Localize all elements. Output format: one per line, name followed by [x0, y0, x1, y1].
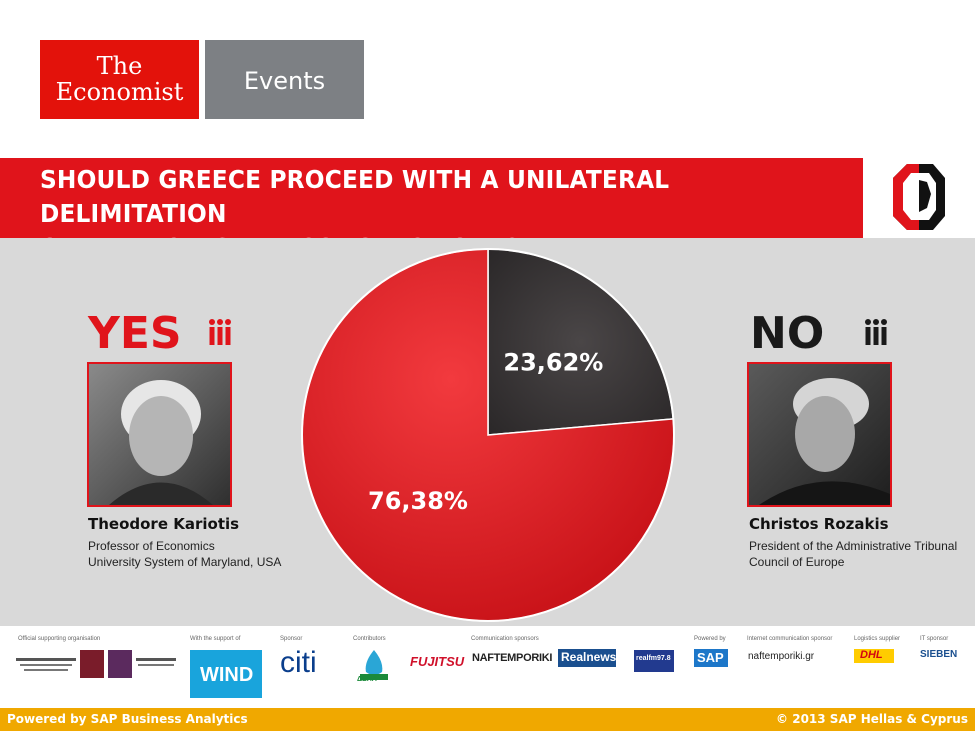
sap-logo: SAP: [694, 649, 728, 667]
speaker-name-yes: Theodore Kariotis: [88, 515, 240, 533]
speaker-role-yes: Professor of Economics University System…: [88, 538, 281, 570]
realfm-logo-text: realfm97.8: [636, 655, 671, 662]
sponsors-strip: [0, 626, 975, 708]
dhl-logo: DHL: [854, 649, 894, 663]
economist-logo: The Economist: [40, 40, 199, 119]
speaker-role-yes-line2: University System of Maryland, USA: [88, 555, 282, 569]
caption-communication: Communication sponsors: [471, 636, 539, 642]
wind-logo-text: WIND: [200, 664, 254, 686]
naftemporiki-gr-logo: naftemporiki.gr: [748, 651, 815, 662]
depa-logo: ΔΕΠΑ: [357, 676, 377, 683]
university-logos: [16, 650, 176, 678]
economist-logo-line2: Economist: [55, 78, 184, 106]
speaker-role-no: President of the Administrative Tribunal…: [749, 538, 957, 570]
speaker-photo-no: [747, 362, 892, 507]
sap-logo-text: SAP: [697, 650, 724, 665]
dhl-logo-text: DHL: [860, 649, 883, 661]
fujitsu-logo: FUJITSU: [410, 654, 465, 669]
people-icon-yes: [209, 319, 231, 345]
realnews-logo: Realnews: [558, 649, 616, 667]
sieben-logo: SIEBEN: [920, 649, 958, 660]
naftemporiki-logo: NAFTEMPORIKI: [472, 652, 553, 664]
footer-powered-by: Powered by SAP Business Analytics: [7, 712, 248, 726]
citi-logo: citi: [280, 646, 317, 679]
speaker-role-yes-line1: Professor of Economics: [88, 539, 215, 553]
caption-logistics: Logistics supplier: [854, 636, 901, 642]
caption-official: Official supporting organisation: [18, 636, 101, 642]
caption-it: IT sponsor: [920, 636, 949, 642]
no-label: NO: [750, 308, 825, 359]
realnews-logo-text: Realnews: [561, 650, 617, 664]
question-banner: [0, 158, 975, 238]
footer-copyright: © 2013 SAP Hellas & Cyprus: [776, 712, 968, 726]
pie-label-yes: 76,38%: [368, 487, 468, 515]
people-icon-no: [865, 319, 887, 345]
pie-slice-no: [487, 248, 675, 436]
depa-logo-icon: [360, 650, 388, 680]
speaker-photo-yes: [87, 362, 232, 507]
economist-logo-line1: The: [96, 52, 143, 80]
caption-with-support: With the support of: [190, 636, 241, 642]
emblem-icon: [893, 164, 945, 230]
events-logo: Events: [205, 40, 364, 119]
pie-label-no: 23,62%: [503, 349, 603, 377]
pie-outline: [301, 248, 675, 622]
caption-contributors: Contributors: [353, 636, 386, 642]
caption-powered: Powered by: [694, 636, 726, 642]
yes-label: YES: [88, 308, 182, 359]
realfm-logo: realfm97.8: [634, 650, 674, 672]
footer-bar: [0, 708, 975, 731]
portrait-no: [749, 364, 890, 505]
emblem-logo: [863, 158, 975, 238]
vote-pie-chart: 23,62% 76,38%: [301, 248, 675, 622]
speaker-role-no-line1: President of the Administrative Tribunal: [749, 539, 958, 553]
speaker-role-no-line2: Council of Europe: [749, 555, 845, 569]
portrait-yes: [89, 364, 230, 505]
wind-logo: WIND: [190, 650, 262, 698]
speaker-name-no: Christos Rozakis: [749, 515, 889, 533]
question-line-1: SHOULD GREECE PROCEED WITH A UNILATERAL …: [40, 165, 670, 228]
caption-internet: Internet communication sponsor: [747, 636, 833, 642]
caption-sponsor: Sponsor: [280, 636, 303, 642]
